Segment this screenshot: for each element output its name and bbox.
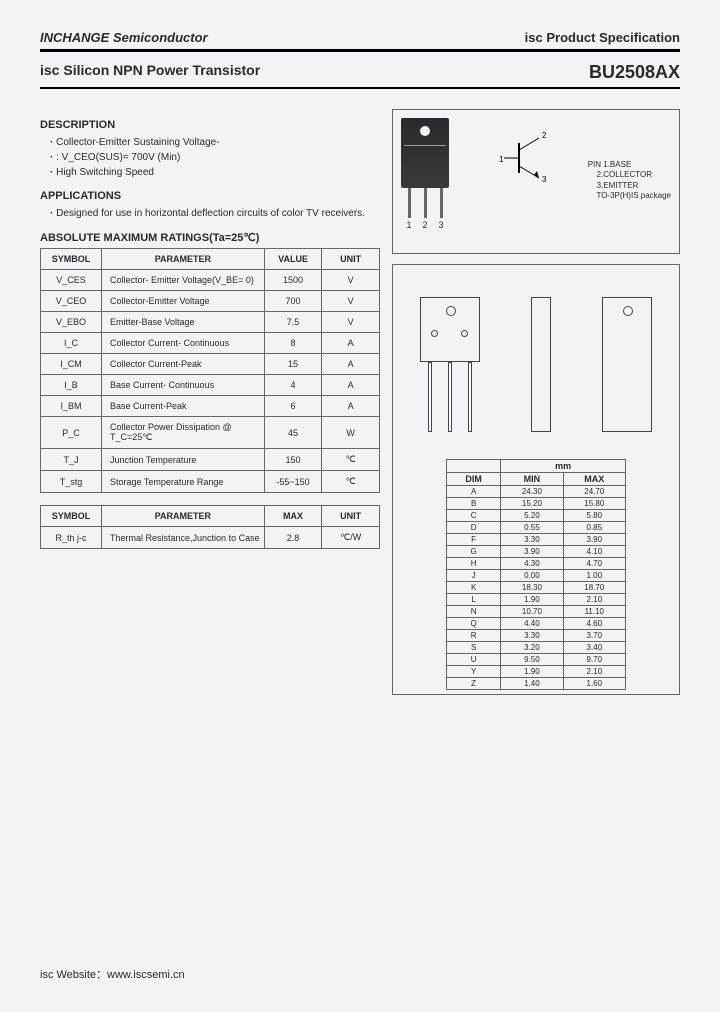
pin-2-label: 2 bbox=[422, 220, 427, 230]
thermal-table: SYMBOLPARAMETERMAXUNITR_th j-cThermal Re… bbox=[40, 505, 380, 549]
rule-thin bbox=[40, 87, 680, 89]
main-content: DESCRIPTION Collector-Emitter Sustaining… bbox=[40, 109, 680, 695]
package-diagram: 1 2 3 1 2 bbox=[392, 109, 680, 254]
outline-side bbox=[531, 297, 551, 432]
desc-item: : V_CEO(SUS)= 700V (Min) bbox=[50, 150, 380, 165]
svg-text:1: 1 bbox=[499, 155, 504, 164]
rule-thick bbox=[40, 49, 680, 52]
ratings-heading: ABSOLUTE MAXIMUM RATINGS(Ta=25℃) bbox=[40, 231, 380, 244]
datasheet-page: INCHANGE Semiconductor isc Product Speci… bbox=[0, 0, 720, 725]
right-column: 1 2 3 1 2 bbox=[392, 109, 680, 695]
desc-item: High Switching Speed bbox=[50, 165, 380, 180]
applications-list: Designed for use in horizontal deflectio… bbox=[40, 206, 380, 221]
transistor-symbol: 1 2 3 bbox=[499, 128, 569, 230]
svg-text:3: 3 bbox=[542, 175, 547, 184]
applications-heading: APPLICATIONS bbox=[40, 190, 380, 202]
desc-item: Collector-Emitter Sustaining Voltage- bbox=[50, 135, 380, 150]
spec-label: isc Product Specification bbox=[525, 30, 680, 45]
description-list: Collector-Emitter Sustaining Voltage- : … bbox=[40, 135, 380, 180]
header-sub: isc Silicon NPN Power Transistor BU2508A… bbox=[40, 62, 680, 83]
left-column: DESCRIPTION Collector-Emitter Sustaining… bbox=[40, 109, 380, 695]
product-name: isc Silicon NPN Power Transistor bbox=[40, 62, 260, 83]
package-drawing: 1 2 3 bbox=[401, 118, 449, 230]
dimension-table: mmDIMMINMAXA24.3024.70B15.2015.80C5.205.… bbox=[446, 459, 626, 690]
header-top: INCHANGE Semiconductor isc Product Speci… bbox=[40, 30, 680, 45]
footer-website: isc Website：www.iscsemi.cn bbox=[40, 966, 185, 982]
description-heading: DESCRIPTION bbox=[40, 119, 380, 131]
dimension-diagram: mmDIMMINMAXA24.3024.70B15.2015.80C5.205.… bbox=[392, 264, 680, 695]
svg-text:2: 2 bbox=[542, 131, 547, 140]
ratings-table: SYMBOLPARAMETERVALUEUNITV_CESCollector- … bbox=[40, 248, 380, 493]
pin-3-label: 3 bbox=[438, 220, 443, 230]
pin-description: PIN 1.BASE 2.COLLECTOR 3.EMITTER TO-3P(H… bbox=[588, 160, 671, 202]
company-name: INCHANGE Semiconductor bbox=[40, 30, 208, 45]
outline-front bbox=[420, 297, 480, 432]
outline-back bbox=[602, 297, 652, 432]
pin-1-label: 1 bbox=[406, 220, 411, 230]
part-number: BU2508AX bbox=[589, 62, 680, 83]
app-item: Designed for use in horizontal deflectio… bbox=[50, 206, 380, 221]
